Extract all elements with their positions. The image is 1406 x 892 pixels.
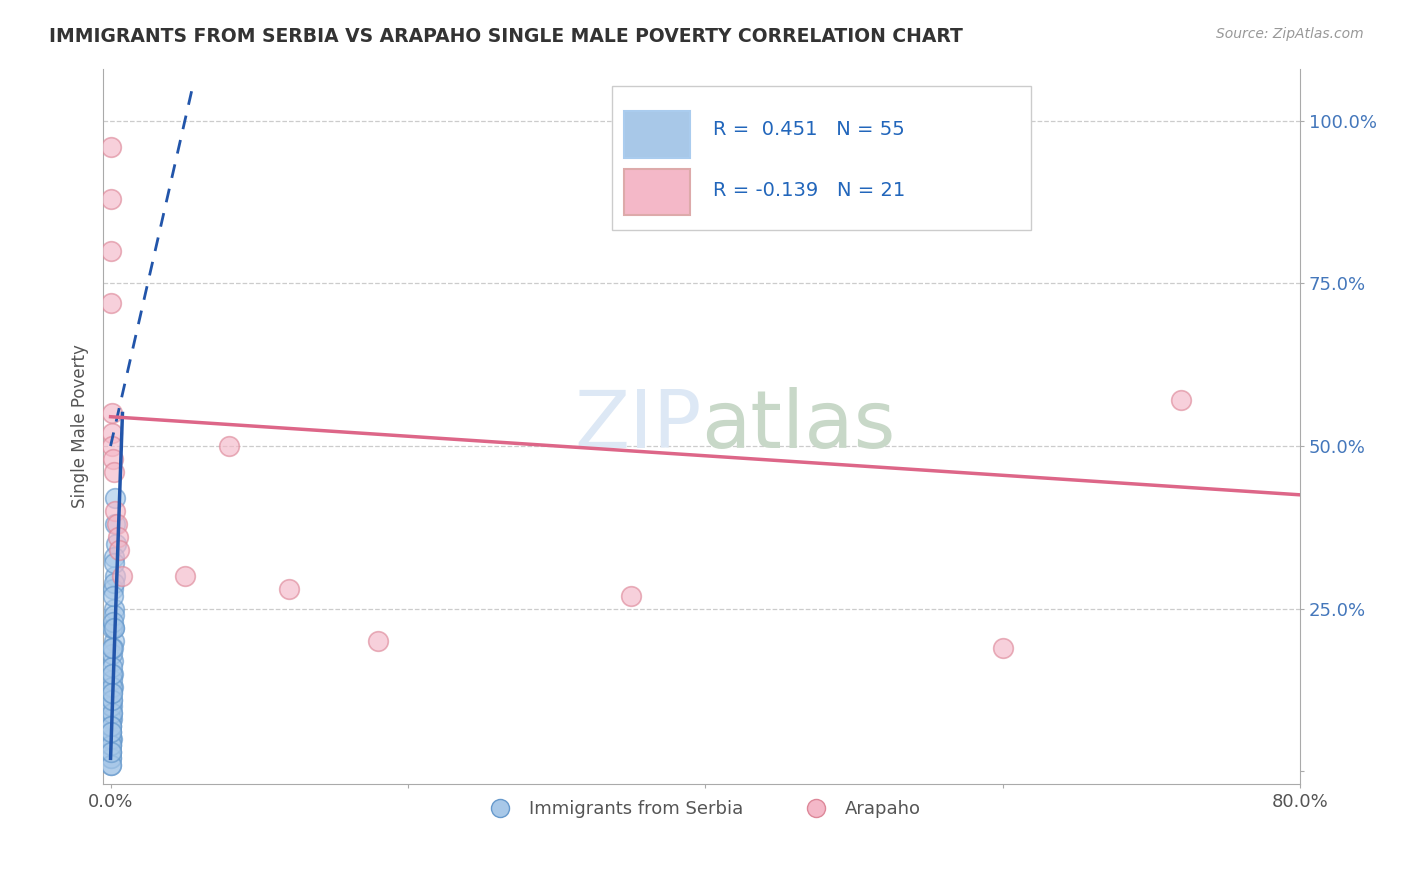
Point <box>100 725 122 739</box>
Point <box>104 536 127 550</box>
Point <box>101 640 124 655</box>
Point <box>100 758 122 772</box>
Point <box>100 192 122 206</box>
Point <box>100 739 122 753</box>
Point <box>103 465 125 479</box>
Point <box>100 673 122 688</box>
Point <box>100 686 122 700</box>
Point <box>100 139 122 153</box>
Point <box>367 634 389 648</box>
Point <box>104 569 127 583</box>
Point <box>991 640 1014 655</box>
Point <box>100 295 122 310</box>
Point <box>101 680 124 694</box>
Point <box>101 660 124 674</box>
Point <box>100 745 122 759</box>
Point <box>100 244 122 258</box>
Text: atlas: atlas <box>702 387 896 466</box>
FancyBboxPatch shape <box>624 169 689 215</box>
FancyBboxPatch shape <box>612 87 1031 229</box>
Point <box>111 569 134 583</box>
Point <box>100 706 122 720</box>
Point <box>100 745 122 759</box>
Point <box>100 693 122 707</box>
Point <box>101 647 124 661</box>
Point <box>104 491 127 505</box>
Point <box>100 725 122 739</box>
Point <box>100 719 122 733</box>
Point <box>103 621 125 635</box>
Point <box>101 439 124 453</box>
Point <box>101 693 124 707</box>
Point <box>101 666 124 681</box>
Point <box>100 731 122 746</box>
Point <box>104 504 127 518</box>
Point <box>218 439 240 453</box>
Text: R =  0.451   N = 55: R = 0.451 N = 55 <box>713 120 905 139</box>
Point <box>100 725 122 739</box>
Text: R = -0.139   N = 21: R = -0.139 N = 21 <box>713 181 905 200</box>
Y-axis label: Single Male Poverty: Single Male Poverty <box>72 344 89 508</box>
Point <box>101 640 124 655</box>
Point <box>101 621 124 635</box>
Point <box>103 654 125 668</box>
Point <box>103 608 125 623</box>
Point <box>100 699 122 714</box>
Point <box>101 615 124 629</box>
Point <box>101 582 124 597</box>
Point <box>103 556 125 570</box>
Point <box>174 569 197 583</box>
Point <box>100 758 122 772</box>
Point <box>105 517 128 532</box>
Point <box>100 719 122 733</box>
Point <box>101 425 124 440</box>
Point <box>620 589 643 603</box>
Point <box>100 739 122 753</box>
Point <box>100 751 122 765</box>
Point <box>103 452 125 467</box>
Point <box>100 712 122 726</box>
Point <box>100 731 122 746</box>
Point <box>101 666 124 681</box>
Point <box>103 589 125 603</box>
Text: IMMIGRANTS FROM SERBIA VS ARAPAHO SINGLE MALE POVERTY CORRELATION CHART: IMMIGRANTS FROM SERBIA VS ARAPAHO SINGLE… <box>49 27 963 45</box>
Point <box>100 745 122 759</box>
Point <box>100 719 122 733</box>
Point <box>103 634 125 648</box>
Point <box>100 739 122 753</box>
Point <box>103 575 125 590</box>
Point <box>103 621 125 635</box>
Point <box>100 407 122 421</box>
Point <box>100 712 122 726</box>
Point <box>101 699 124 714</box>
Text: Source: ZipAtlas.com: Source: ZipAtlas.com <box>1216 27 1364 41</box>
Point <box>108 543 131 558</box>
Point <box>1170 393 1192 408</box>
Point <box>101 686 124 700</box>
Legend: Immigrants from Serbia, Arapaho: Immigrants from Serbia, Arapaho <box>475 793 928 825</box>
Text: ZIP: ZIP <box>574 387 702 466</box>
Point <box>101 680 124 694</box>
Point <box>101 706 124 720</box>
Point <box>103 601 125 615</box>
Point <box>104 517 127 532</box>
Point <box>100 731 122 746</box>
Point <box>107 530 129 544</box>
Point <box>103 549 125 564</box>
Point <box>278 582 301 597</box>
Point <box>100 751 122 765</box>
FancyBboxPatch shape <box>624 112 689 158</box>
